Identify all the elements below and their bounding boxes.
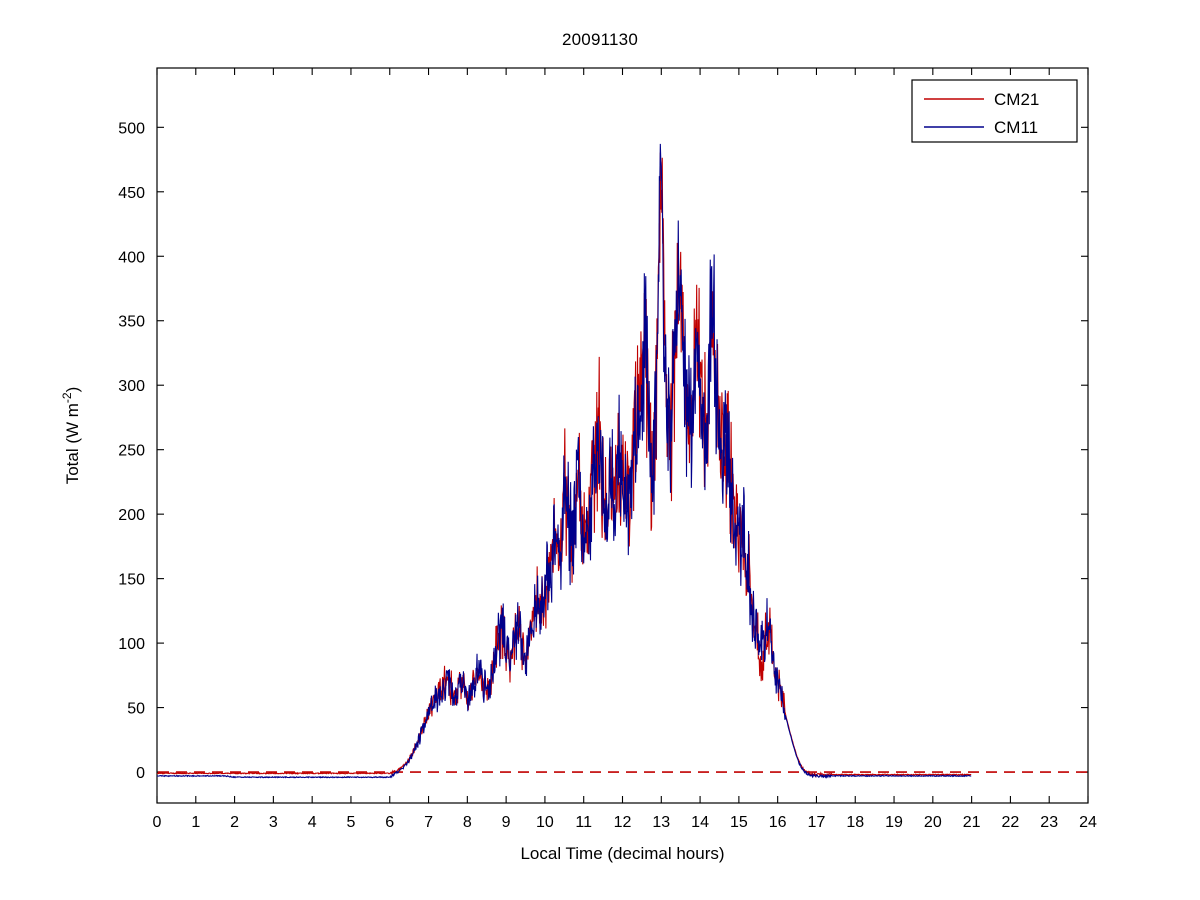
y-tick-label: 500 (118, 120, 145, 137)
y-tick-label: 0 (136, 765, 145, 782)
x-tick-label: 18 (846, 814, 864, 831)
y-axis-title-close: ) (63, 387, 82, 393)
y-tick-label: 250 (118, 443, 145, 460)
x-tick-label: 17 (808, 814, 826, 831)
y-axis-title-exponent: -2 (60, 392, 74, 403)
y-axis-title-base: Total (W m (63, 403, 82, 484)
x-tick-label: 7 (424, 814, 433, 831)
x-axis-title: Local Time (decimal hours) (520, 844, 724, 863)
x-tick-label: 13 (652, 814, 670, 831)
axis-titles: Local Time (decimal hours) Total (W m-2) (60, 387, 725, 863)
y-tick-label: 200 (118, 507, 145, 524)
y-tick-label: 350 (118, 314, 145, 331)
x-tick-label: 8 (463, 814, 472, 831)
legend-label-cm11: CM11 (994, 118, 1038, 137)
x-tick-label: 19 (885, 814, 903, 831)
y-tick-label: 450 (118, 185, 145, 202)
x-tick-label: 20 (924, 814, 942, 831)
series-line-cm11 (156, 143, 972, 780)
x-tick-label: 11 (575, 814, 592, 831)
x-tick-label: 9 (502, 814, 511, 831)
y-axis-ticks (157, 126, 1088, 773)
x-tick-label: 12 (614, 814, 632, 831)
y-tick-label: 150 (118, 572, 145, 589)
y-tick-label: 50 (127, 701, 145, 718)
y-tick-label: 300 (118, 378, 145, 395)
y-axis-tick-labels: 0 50 100 150 200 250 300 350 400 450 500 (118, 120, 145, 782)
x-tick-label: 24 (1079, 814, 1097, 831)
x-tick-label: 4 (308, 814, 317, 831)
x-tick-label: 15 (730, 814, 748, 831)
y-tick-label: 100 (118, 636, 145, 653)
legend-box (911, 79, 1078, 143)
chart-title: 20091130 (562, 30, 638, 49)
x-tick-label: 5 (347, 814, 356, 831)
x-tick-label: 22 (1002, 814, 1020, 831)
x-tick-label: 10 (536, 814, 554, 831)
x-tick-label: 1 (191, 814, 200, 831)
y-axis-title: Total (W m-2) (60, 387, 82, 485)
x-tick-label: 16 (769, 814, 787, 831)
x-tick-label: 21 (963, 814, 981, 831)
x-axis-ticks (156, 68, 1089, 803)
x-tick-label: 2 (230, 814, 239, 831)
x-tick-label: 6 (385, 814, 394, 831)
x-tick-label: 23 (1040, 814, 1058, 831)
x-tick-label: 14 (691, 814, 709, 831)
x-axis-tick-labels: 0 1 2 3 4 5 6 7 8 9 10 11 12 13 14 15 16 17 18 19 20 21 22 23 24 (153, 814, 1097, 831)
x-tick-label: 3 (269, 814, 278, 831)
legend-label-cm21: CM21 (994, 90, 1039, 109)
data-series-group (156, 143, 972, 780)
x-tick-label: 0 (153, 814, 162, 831)
y-tick-label: 400 (118, 249, 145, 266)
legend: CM21 CM11 (911, 79, 1078, 143)
